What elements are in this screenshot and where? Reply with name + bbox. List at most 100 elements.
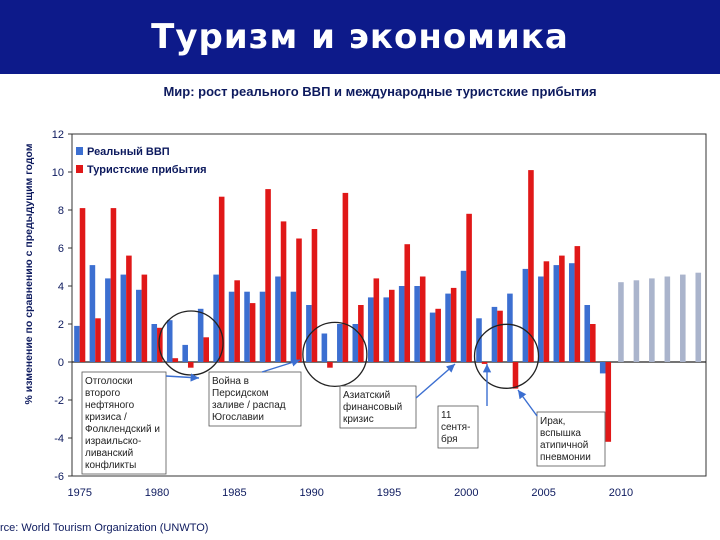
bar [435,308,441,362]
bar [695,272,702,362]
bar [337,324,343,362]
bar [445,293,451,362]
bar [507,293,513,362]
bar [543,261,550,362]
annotation-box [208,371,302,427]
bar [398,286,405,362]
x-tick-label: 1975 [67,487,91,499]
bar [280,221,287,362]
bar [538,276,544,362]
bar [234,280,240,362]
y-tick-label: 12 [52,129,64,141]
chart-title: Мир: рост реального ВВП и международные … [163,84,597,99]
slide-title-bar: Туризм и экономика [0,0,720,74]
bar [296,238,302,362]
bar [166,320,173,362]
bar [497,310,503,362]
x-tick-label: 2005 [531,487,555,499]
x-tick-label: 2010 [609,487,633,499]
annotation: Азиатский финансовый кризис [339,385,417,429]
bar [491,306,498,362]
bar [553,265,560,362]
bar [342,192,349,362]
bar [649,278,655,362]
y-tick-label: 10 [52,167,64,179]
bar [367,297,374,362]
slide-title: Туризм и экономика [151,17,569,57]
bar [275,276,281,362]
annotation-box [437,405,479,449]
bar [249,303,256,362]
bar [182,344,188,362]
y-tick-label: 4 [58,281,64,293]
bar [74,325,80,362]
bar [466,213,472,362]
bar [618,282,624,362]
y-tick-label: 2 [58,319,64,331]
bar [522,268,529,362]
bar [259,291,266,362]
bar [450,287,457,362]
annotation-text: Отголоски второго нефтяного кризиса / Фолкле… [85,376,160,471]
annotation: 11 сентя-бря [437,405,479,449]
annotation: Ирак, вспышка атипичной пневмонии [536,411,606,467]
bar [568,263,575,362]
annotation-arrow [415,363,456,399]
bar [136,289,142,362]
bar [218,196,225,362]
x-tick-label: 1985 [222,487,246,499]
bar [151,324,158,362]
y-tick-label: -4 [54,433,64,445]
bar [311,229,318,362]
bar [172,358,179,362]
legend-label: Туристские прибытия [87,164,207,176]
bar [321,333,328,362]
bar [228,291,235,362]
bar [352,324,359,362]
bar [213,274,219,362]
bar [633,280,640,362]
bar [79,208,86,362]
bar [481,362,488,364]
highlight-circle [302,321,368,388]
bar [187,362,194,368]
bar [680,274,686,362]
y-tick-label: -6 [54,471,64,483]
bar [419,276,426,362]
bar [429,312,436,362]
annotation: Отголоски второго нефтяного кризиса / Фолкле… [81,371,167,475]
bar [203,337,210,362]
annotation-box [339,385,417,429]
bar [265,189,271,362]
x-tick-label: 1995 [377,487,401,499]
x-tick-label: 2000 [454,487,478,499]
bar [404,244,411,362]
legend-label: Реальный ВВП [87,146,170,158]
bar [358,305,364,362]
annotation-arrow [517,389,538,417]
bar [95,318,101,362]
bar [528,170,534,362]
bar [414,286,420,362]
annotation-arrow [261,358,301,373]
annotation-text: 11 сентя-бря [441,410,470,445]
x-tick-label: 1980 [145,487,169,499]
bar [105,278,111,362]
bar [584,305,591,362]
bar [590,324,596,362]
x-tick-label: 1990 [299,487,323,499]
bar [141,274,148,362]
bar [460,270,467,362]
bar [126,255,132,362]
bar [383,297,389,362]
legend-swatch [76,165,83,173]
annotation-arrow [165,373,200,382]
bar [306,305,312,362]
bar [512,362,519,389]
bar [559,255,565,362]
annotation-box [81,371,167,475]
bar [605,362,612,442]
y-tick-label: -2 [54,395,64,407]
bar [244,291,250,362]
